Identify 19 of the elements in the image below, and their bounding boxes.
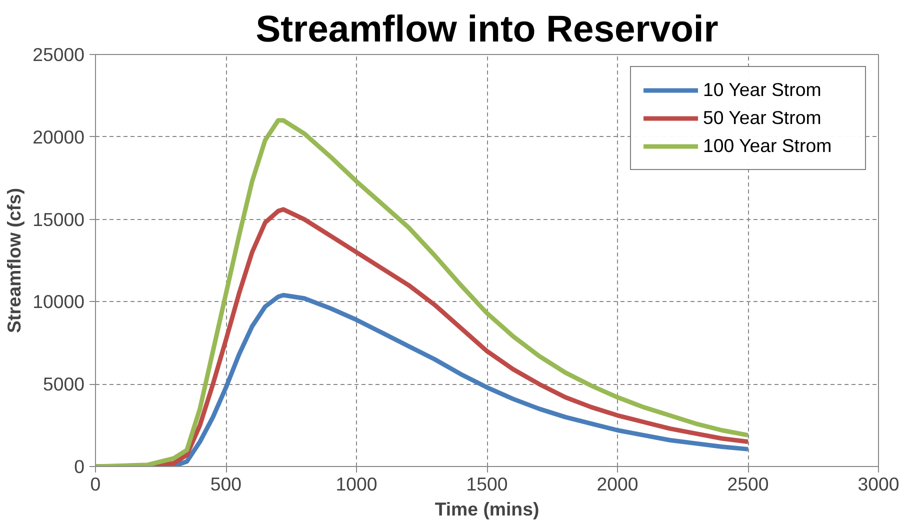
y-axis-title: Streamflow (cfs) (4, 188, 25, 334)
x-tick-label: 500 (210, 474, 242, 494)
chart-title: Streamflow into Reservoir (256, 8, 718, 50)
x-tick-label: 0 (90, 474, 101, 494)
x-tick-label: 1000 (336, 474, 378, 494)
x-tick-label: 2000 (596, 474, 638, 494)
y-tick-label: 15000 (32, 208, 85, 230)
y-tick-label: 20000 (32, 126, 85, 148)
y-tick-label: 0 (74, 456, 85, 477)
legend-label: 100 Year Strom (703, 135, 833, 157)
y-tick-label: 10000 (32, 291, 85, 312)
y-tick-label: 25000 (32, 44, 85, 65)
x-tick-label: 1500 (466, 474, 508, 494)
x-tick-label: 2500 (727, 474, 769, 494)
legend-label: 50 Year Strom (703, 107, 822, 129)
x-tick-label: 3000 (858, 474, 900, 494)
x-axis-title: Time (mins) (434, 498, 540, 520)
y-tick-label: 5000 (42, 374, 85, 395)
legend-label: 10 Year Strom (703, 79, 822, 101)
